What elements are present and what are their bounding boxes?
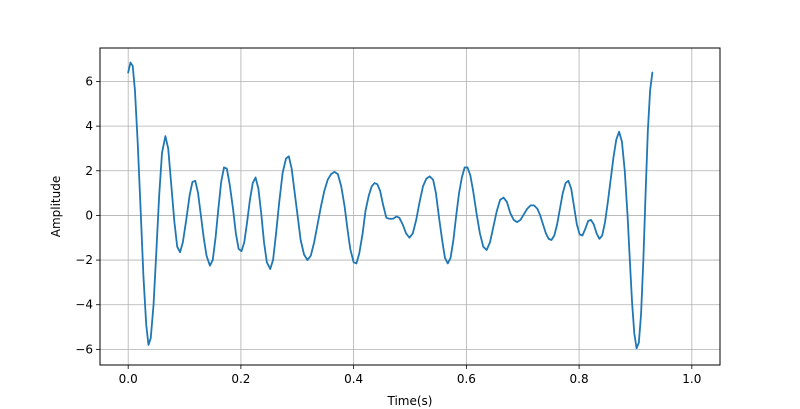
x-axis-label: Time(s) xyxy=(387,394,433,408)
series-layer xyxy=(127,61,654,350)
x-tick-label: 0.4 xyxy=(344,372,363,386)
x-tick-label: 0.2 xyxy=(231,372,250,386)
y-tick-label: −2 xyxy=(75,253,93,267)
x-tick-label: 0.6 xyxy=(457,372,476,386)
y-tick-label: 2 xyxy=(85,164,93,178)
x-tick-label: 1.0 xyxy=(682,372,701,386)
series-line xyxy=(127,61,654,350)
plot-frame xyxy=(99,47,721,366)
y-tick-label: 4 xyxy=(85,119,93,133)
x-tick-label: 0.0 xyxy=(119,372,138,386)
y-tick-label: 6 xyxy=(85,74,93,88)
grid-lines xyxy=(100,48,720,365)
y-axis-label: Amplitude xyxy=(49,176,63,238)
x-axis: 0.0 0.2 0.4 0.6 0.8 1.0 xyxy=(119,365,701,386)
y-tick-label: −4 xyxy=(75,298,93,312)
y-tick-label: −6 xyxy=(75,342,93,356)
y-axis: −6 −4 −2 0 2 4 6 xyxy=(75,74,100,356)
y-tick-label: 0 xyxy=(85,208,93,222)
x-tick-label: 0.8 xyxy=(570,372,589,386)
